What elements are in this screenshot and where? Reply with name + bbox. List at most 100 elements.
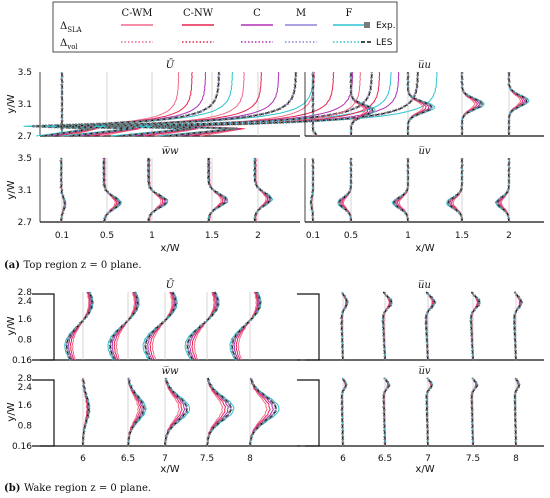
wake-ww-profile-s4-c1 (249, 377, 271, 447)
wake-uv: u̅v (297, 366, 544, 447)
top-ww-ytick-0: 3.5 (18, 154, 32, 164)
top-right-xtick-1: 0.5 (344, 231, 358, 241)
wake-mean-u-profile-s4-c6 (230, 291, 262, 361)
wake-mean-u-profile-s3-c6 (186, 291, 220, 361)
top-mean-u-profile-s0-c6 (60, 71, 64, 137)
top-mean-u-profile-s4-c5 (151, 71, 419, 137)
wake-uu-profile-s3-c6 (469, 291, 481, 361)
top-uu: u̅u (304, 60, 544, 137)
wake-uv-profile-s0-c6 (340, 377, 348, 447)
legend-label-f: F (346, 8, 353, 19)
wake-ww-building-outline (32, 379, 55, 447)
wake-mean-u-ytick-4: 0.16 (12, 356, 32, 366)
top-ww-ylabel: y/W (6, 180, 17, 199)
top-uu-profile-s0-c6 (311, 71, 318, 137)
wake-uu-profile-s2-c6 (424, 291, 437, 361)
wake-mean-u-profile-s0-c6 (65, 291, 94, 361)
top-mean-u-profile-s1-c5 (32, 71, 220, 137)
wake-uv-profile-s4-c6 (513, 377, 521, 447)
wake-right-xtick-0: 6 (340, 454, 346, 464)
wake-uu-profile-s1-c6 (381, 291, 393, 361)
top-uv-profile-s1-c6 (337, 157, 353, 223)
wake-ww-ytick-1: 2.4 (18, 383, 33, 393)
wake-ww-ylabel: y/W (6, 402, 17, 421)
wake-uu-profile-s4-c6 (512, 291, 524, 361)
top-uu-profile-s4-c6 (507, 71, 528, 137)
top-uu-profile-s4-c4 (508, 71, 530, 137)
legend-marker-exp (364, 22, 370, 28)
top-right-xtick-2: 1 (405, 231, 411, 241)
wake-mean-u-profile-s1-c0 (115, 291, 136, 361)
wake-left-xtick-4: 8 (247, 454, 253, 464)
wake-mean-u-ytick-2: 1.6 (18, 315, 33, 325)
top-ww-ytick-2: 2.7 (18, 218, 32, 228)
top-mean-u-ylabel: y/W (6, 94, 17, 113)
top-left-xtick-4: 2 (255, 231, 261, 241)
top-uu-profile-s3-c0 (461, 71, 476, 137)
legend-box (52, 1, 398, 53)
wake-ww-profile-s3-c6 (205, 377, 233, 447)
wake-mean-u-profile-s2-c0 (151, 291, 173, 361)
top-ww-profile-s4-c5 (253, 157, 272, 223)
top-left-xtick-3: 1.5 (205, 231, 219, 241)
wake-uu-building-outline (297, 293, 320, 361)
top-ww-profile-s2-c6 (146, 157, 168, 223)
caption-b: (b) Wake region z = 0 plane. (4, 483, 151, 494)
legend-label-m: M (296, 8, 306, 19)
top-uu-profile-s4-c1 (508, 71, 524, 137)
top-ww-profile-s0-c6 (59, 157, 67, 223)
wake-mean-u-profile-s4-c1 (235, 291, 259, 361)
top-uv-profile-s3-c6 (446, 157, 464, 223)
top-mean-u-ytick-2: 2.7 (18, 132, 32, 142)
wake-uv-building-outline (297, 379, 320, 447)
top-uu-profile-s1-c6 (349, 71, 375, 137)
wake-ww-ytick-2: 1.6 (18, 401, 33, 411)
top-right-xtick-4: 2 (506, 231, 512, 241)
wake-mean-u-profile-s4-c0 (237, 291, 258, 361)
wake-mean-u-profile-s1-c1 (113, 291, 137, 361)
wake-mean-u-ytick-3: 0.8 (18, 336, 33, 346)
top-uv-profile-s2-c6 (392, 157, 410, 223)
wake-right-xtick-3: 7.5 (466, 454, 480, 464)
wake-ww-profile-s4-c6 (248, 377, 278, 447)
top-uv: u̅v (304, 146, 544, 223)
wake-mean-u-profile-s2-c6 (143, 291, 178, 361)
wake-mean-u-profile-s1-c6 (108, 291, 140, 361)
panels: Ū 3.5 3.1 2.7 y/W u̅u w̅w 3.5 3.1 2.7 y/W u̅v 0.1 0.5… (6, 59, 544, 475)
top-uu-profile-s4-c2 (508, 71, 526, 137)
wake-ww-profile-s0-c5 (81, 377, 90, 447)
top-uu-profile-s2-c6 (406, 71, 433, 137)
top-uu-title: u̅u (418, 60, 431, 71)
top-ww-ytick-1: 3.1 (18, 186, 32, 196)
wake-mean-u-profile-s2-c1 (149, 291, 174, 361)
wake-mean-u-ylabel: y/W (6, 316, 17, 335)
top-ww-profile-s1-c6 (102, 157, 122, 223)
captions: (a) Top region z = 0 plane. (b) Wake regi… (4, 260, 151, 494)
top-uv-title: u̅v (418, 146, 430, 157)
caption-a: (a) Top region z = 0 plane. (4, 260, 142, 271)
wake-left-xtick-1: 6.5 (121, 454, 135, 464)
top-right-xlabel: x/W (415, 243, 434, 254)
wake-mean-u-profile-s3-c0 (193, 291, 215, 361)
wake-mean-u: Ū 2.82.4 1.6 0.8 0.16 y/W (6, 279, 300, 366)
wake-ww-ytick-3: 0.8 (18, 422, 33, 432)
wake-ww-ytick-4: 0.16 (12, 442, 32, 452)
top-left-xtick-0: 0.1 (55, 231, 69, 241)
legend-label-exp: Exp. (376, 21, 396, 31)
top-mean-u-profile-s1-c6 (32, 71, 221, 138)
top-left-xtick-1: 0.5 (100, 231, 114, 241)
top-uu-profile-s3-c5 (460, 71, 483, 137)
legend-label-c-nw: C-NW (183, 8, 214, 19)
top-mean-u-profile-s4-c0 (189, 71, 362, 137)
wake-left-xtick-3: 7.5 (200, 454, 214, 464)
wake-right-xtick-1: 6.5 (378, 454, 392, 464)
top-mean-u-ytick-1: 3.1 (18, 100, 32, 110)
wake-mean-u-profile-s0-c0 (71, 291, 90, 361)
wake-mean-u-ytick-0: 2.8 (18, 288, 33, 298)
wake-ww-profile-s2-c6 (163, 378, 189, 447)
top-uv-profile-s4-c6 (495, 157, 511, 223)
wake-uv-profile-s3-c6 (470, 377, 479, 447)
